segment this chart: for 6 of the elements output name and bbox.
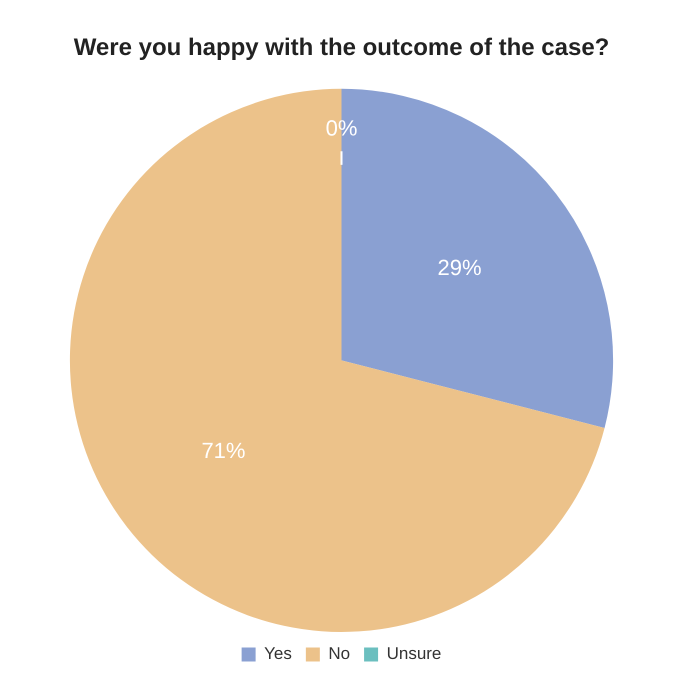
legend-label: Yes xyxy=(264,644,292,664)
chart-title: Were you happy with the outcome of the case? xyxy=(74,34,610,62)
legend-label: Unsure xyxy=(386,644,442,664)
data-label: 29% xyxy=(438,254,482,280)
legend-label: No xyxy=(328,644,350,664)
data-label: 71% xyxy=(201,438,246,464)
